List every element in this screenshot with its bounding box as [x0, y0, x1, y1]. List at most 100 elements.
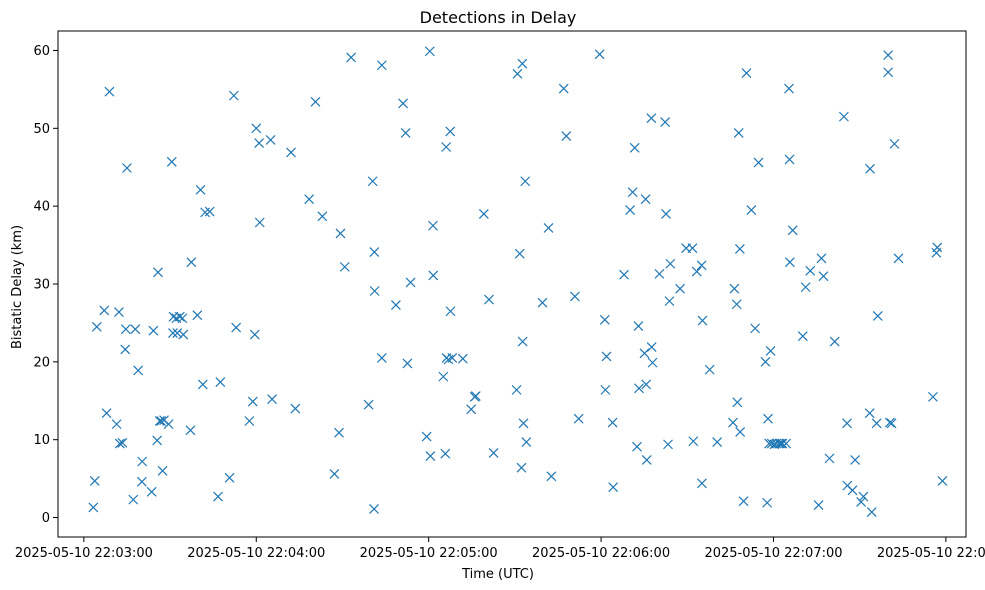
data-point-188	[847, 485, 858, 496]
data-point-154	[734, 244, 745, 254]
data-point-83	[440, 448, 451, 459]
data-point-75	[402, 358, 413, 369]
data-point-78	[424, 46, 435, 57]
data-point-133	[654, 268, 665, 279]
data-point-160	[753, 157, 764, 168]
y-tick-label: 50	[33, 122, 50, 137]
data-point-12	[122, 163, 132, 173]
data-point-162	[762, 497, 773, 508]
data-point-132	[647, 357, 658, 368]
data-point-181	[816, 253, 827, 264]
data-point-127	[640, 194, 651, 205]
data-point-190	[856, 497, 867, 507]
data-point-172	[781, 438, 792, 449]
data-point-14	[130, 324, 141, 335]
data-point-152	[732, 397, 743, 408]
data-point-111	[570, 291, 580, 302]
y-axis-ticks: 0 10 20 30 40 50 60	[33, 44, 58, 526]
data-point-50	[251, 123, 262, 134]
data-point-109	[558, 83, 569, 94]
data-point-33	[177, 313, 188, 324]
data-point-32	[174, 311, 185, 322]
data-point-7	[113, 307, 124, 317]
data-point-6	[111, 419, 122, 430]
data-point-120	[625, 205, 636, 215]
data-point-146	[697, 315, 708, 326]
data-point-106	[537, 297, 548, 308]
data-point-13	[128, 494, 139, 505]
data-point-61	[334, 427, 344, 438]
data-point-58	[310, 96, 321, 107]
y-tick-label: 0	[42, 511, 50, 526]
data-point-178	[800, 282, 811, 293]
data-point-189	[850, 455, 861, 465]
data-point-102	[517, 336, 528, 347]
data-point-26	[163, 419, 174, 430]
data-point-34	[178, 329, 189, 340]
data-point-49	[249, 329, 260, 340]
data-point-191	[858, 491, 869, 502]
data-point-194	[866, 507, 877, 518]
x-tick-label: 2025-05-10 22:06:00	[532, 546, 670, 561]
data-point-148	[712, 437, 723, 447]
data-point-60	[329, 469, 340, 479]
y-tick-label: 60	[33, 44, 50, 59]
data-point-69	[369, 286, 380, 296]
data-point-27	[166, 156, 177, 167]
data-point-46	[231, 322, 242, 333]
data-point-134	[660, 117, 671, 128]
data-point-42	[213, 491, 223, 502]
x-tick-label: 2025-05-10 22:07:00	[704, 546, 842, 561]
data-point-199	[884, 417, 895, 428]
data-point-128	[641, 379, 652, 390]
data-point-39	[197, 379, 208, 390]
data-point-116	[601, 351, 612, 362]
data-point-71	[376, 60, 387, 71]
data-point-51	[254, 138, 265, 149]
x-tick-label: 2025-05-10 22:05:00	[360, 546, 498, 561]
data-point-163	[763, 413, 773, 424]
data-point-203	[928, 391, 938, 402]
data-point-104	[520, 176, 531, 187]
data-point-139	[675, 283, 686, 294]
data-point-79	[425, 451, 436, 461]
data-point-110	[561, 131, 572, 142]
data-point-158	[746, 205, 757, 215]
data-point-197	[883, 50, 894, 61]
data-point-124	[633, 321, 644, 331]
data-point-48	[247, 396, 258, 407]
data-point-68	[369, 247, 380, 258]
data-point-103	[518, 418, 529, 429]
data-point-56	[290, 403, 301, 414]
data-point-108	[546, 471, 557, 482]
data-point-11	[120, 324, 131, 335]
data-point-53	[265, 135, 276, 145]
data-point-112	[573, 413, 584, 424]
data-point-47	[244, 416, 255, 426]
data-point-8	[114, 438, 125, 449]
data-point-100	[516, 462, 527, 473]
data-point-177	[797, 331, 808, 342]
data-point-119	[619, 269, 629, 280]
data-point-2	[91, 321, 102, 332]
data-point-84	[441, 142, 452, 152]
data-point-36	[186, 257, 197, 268]
chart-title: Detections in Delay	[420, 8, 577, 27]
data-point-72	[390, 300, 401, 310]
data-point-82	[438, 371, 449, 382]
data-point-90	[457, 353, 468, 364]
data-point-165	[765, 346, 776, 356]
data-point-126	[639, 348, 650, 359]
data-point-138	[665, 258, 676, 269]
y-tick-label: 20	[33, 355, 50, 370]
data-point-89	[447, 353, 458, 363]
data-point-182	[818, 271, 829, 282]
x-tick-label: 2025-05-10 22:08:00	[877, 546, 985, 561]
data-point-180	[813, 500, 824, 511]
data-point-15	[133, 365, 144, 376]
data-point-200	[886, 418, 897, 429]
data-point-63	[339, 261, 350, 272]
data-point-81	[428, 270, 439, 281]
